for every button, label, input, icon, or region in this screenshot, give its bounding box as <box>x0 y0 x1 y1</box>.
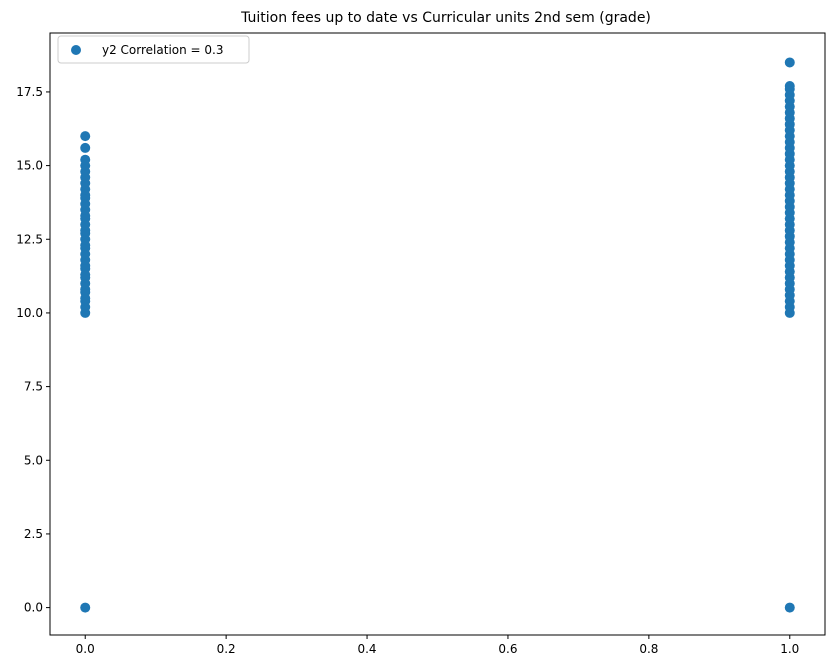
scatter-point <box>80 602 91 613</box>
scatter-point <box>784 602 795 613</box>
y-tick-label: 0.0 <box>24 601 43 615</box>
y-tick-label: 15.0 <box>16 159 43 173</box>
x-tick-label: 0.4 <box>357 642 376 656</box>
chart-title: Tuition fees up to date vs Curricular un… <box>240 10 651 26</box>
plot-frame <box>49 32 826 636</box>
x-tick-label: 0.6 <box>498 642 517 656</box>
y-tick-label: 17.5 <box>16 85 43 99</box>
points-layer <box>80 57 795 613</box>
y-tick-label: 2.5 <box>24 527 43 541</box>
y-axis: 0.0 2.5 5.0 7.5 10.0 12.5 15.0 17.5 <box>16 85 50 615</box>
legend: y2 Correlation = 0.3 <box>57 35 250 64</box>
scatter-point <box>80 131 91 142</box>
legend-box <box>57 35 250 64</box>
y-tick-label: 10.0 <box>16 306 43 320</box>
scatter-point <box>80 154 91 165</box>
y-tick-label: 7.5 <box>24 380 43 394</box>
scatter-point <box>80 142 91 153</box>
legend-marker <box>71 45 81 55</box>
scatter-point <box>784 57 795 68</box>
x-tick-label: 0.2 <box>217 642 236 656</box>
legend-label: y2 Correlation = 0.3 <box>102 43 224 57</box>
y-tick-label: 12.5 <box>16 232 43 246</box>
x-tick-label: 0.0 <box>76 642 95 656</box>
x-tick-label: 0.8 <box>639 642 658 656</box>
x-tick-label: 1.0 <box>780 642 799 656</box>
y-tick-label: 5.0 <box>24 453 43 467</box>
scatter-point <box>784 81 795 92</box>
x-axis: 0.0 0.2 0.4 0.6 0.8 1.0 <box>76 635 799 656</box>
